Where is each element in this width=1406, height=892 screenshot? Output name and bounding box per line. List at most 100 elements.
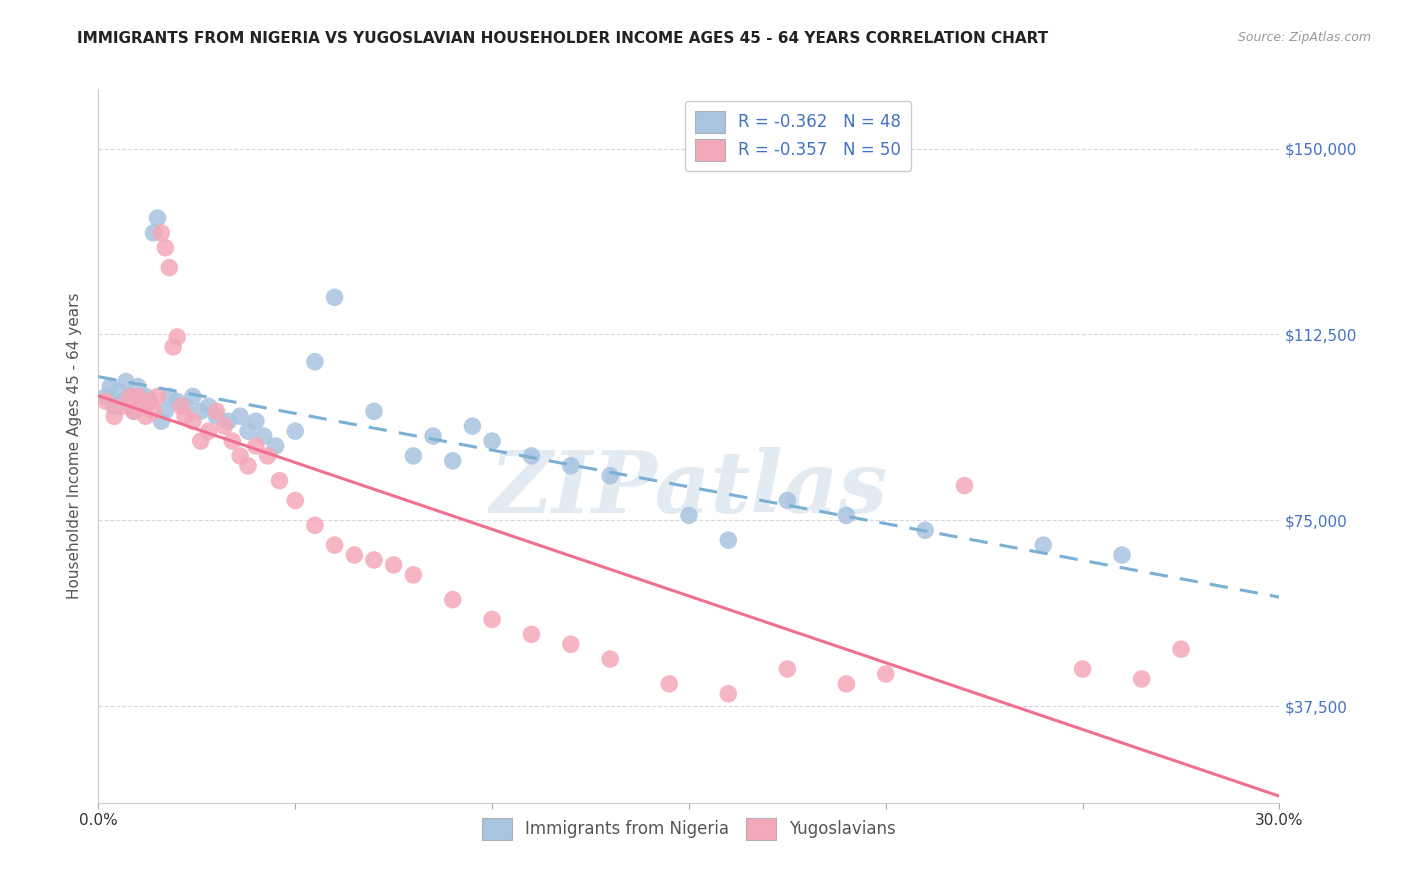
Point [402,449,425,463]
Point [150,226,173,240]
Point [717,533,740,548]
Point [181,414,204,428]
Point [127,389,149,403]
Point [269,474,291,488]
Point [678,508,700,523]
Point [170,400,193,414]
Point [245,439,267,453]
Point [135,409,157,424]
Point [122,404,145,418]
Point [166,330,188,344]
Point [155,241,177,255]
Text: Source: ZipAtlas.com: Source: ZipAtlas.com [1237,31,1371,45]
Point [343,548,366,562]
Point [835,508,858,523]
Point [236,424,259,438]
Point [146,211,169,225]
Point [142,226,165,240]
Point [190,404,212,418]
Point [96,389,118,403]
Point [236,458,259,473]
Point [875,667,897,681]
Point [197,400,219,414]
Point [217,414,239,428]
Point [174,400,197,414]
Point [127,379,149,393]
Point [284,493,307,508]
Point [155,404,177,418]
Point [953,478,976,492]
Point [162,340,184,354]
Point [138,394,160,409]
Point [1032,538,1054,552]
Point [146,389,169,403]
Text: IMMIGRANTS FROM NIGERIA VS YUGOSLAVIAN HOUSEHOLDER INCOME AGES 45 - 64 YEARS COR: IMMIGRANTS FROM NIGERIA VS YUGOSLAVIAN H… [77,31,1049,46]
Point [481,612,503,626]
Point [181,389,204,403]
Point [174,409,197,424]
Point [382,558,405,572]
Point [717,687,740,701]
Point [245,414,267,428]
Point [190,434,212,448]
Point [205,404,228,418]
Point [402,567,425,582]
Point [441,592,464,607]
Point [658,677,681,691]
Point [776,493,799,508]
Point [111,394,134,409]
Point [157,389,180,403]
Point [107,384,129,399]
Point [264,439,287,453]
Point [103,409,125,424]
Point [914,523,936,537]
Point [1130,672,1153,686]
Point [229,449,252,463]
Point [284,424,307,438]
Point [229,409,252,424]
Point [256,449,278,463]
Point [103,400,125,414]
Point [363,553,385,567]
Point [115,375,138,389]
Point [135,389,157,403]
Point [205,409,228,424]
Point [122,404,145,418]
Text: ZIPatlas: ZIPatlas [489,447,889,531]
Point [96,394,118,409]
Point [481,434,503,448]
Point [520,449,543,463]
Point [599,468,621,483]
Point [1111,548,1133,562]
Point [138,394,160,409]
Point [131,400,153,414]
Point [461,419,484,434]
Point [441,454,464,468]
Point [253,429,276,443]
Point [118,389,141,403]
Point [599,652,621,666]
Point [197,424,219,438]
Point [1170,642,1192,657]
Point [363,404,385,418]
Point [157,260,180,275]
Point [304,355,326,369]
Point [323,290,346,304]
Point [520,627,543,641]
Point [221,434,243,448]
Point [166,394,188,409]
Point [111,400,134,414]
Point [422,429,444,443]
Point [150,414,173,428]
Point [214,419,236,434]
Point [323,538,346,552]
Point [1071,662,1094,676]
Point [304,518,326,533]
Point [835,677,858,691]
Point [560,637,582,651]
Point [560,458,582,473]
Point [98,379,121,393]
Y-axis label: Householder Income Ages 45 - 64 years: Householder Income Ages 45 - 64 years [67,293,83,599]
Point [131,400,153,414]
Point [118,389,141,403]
